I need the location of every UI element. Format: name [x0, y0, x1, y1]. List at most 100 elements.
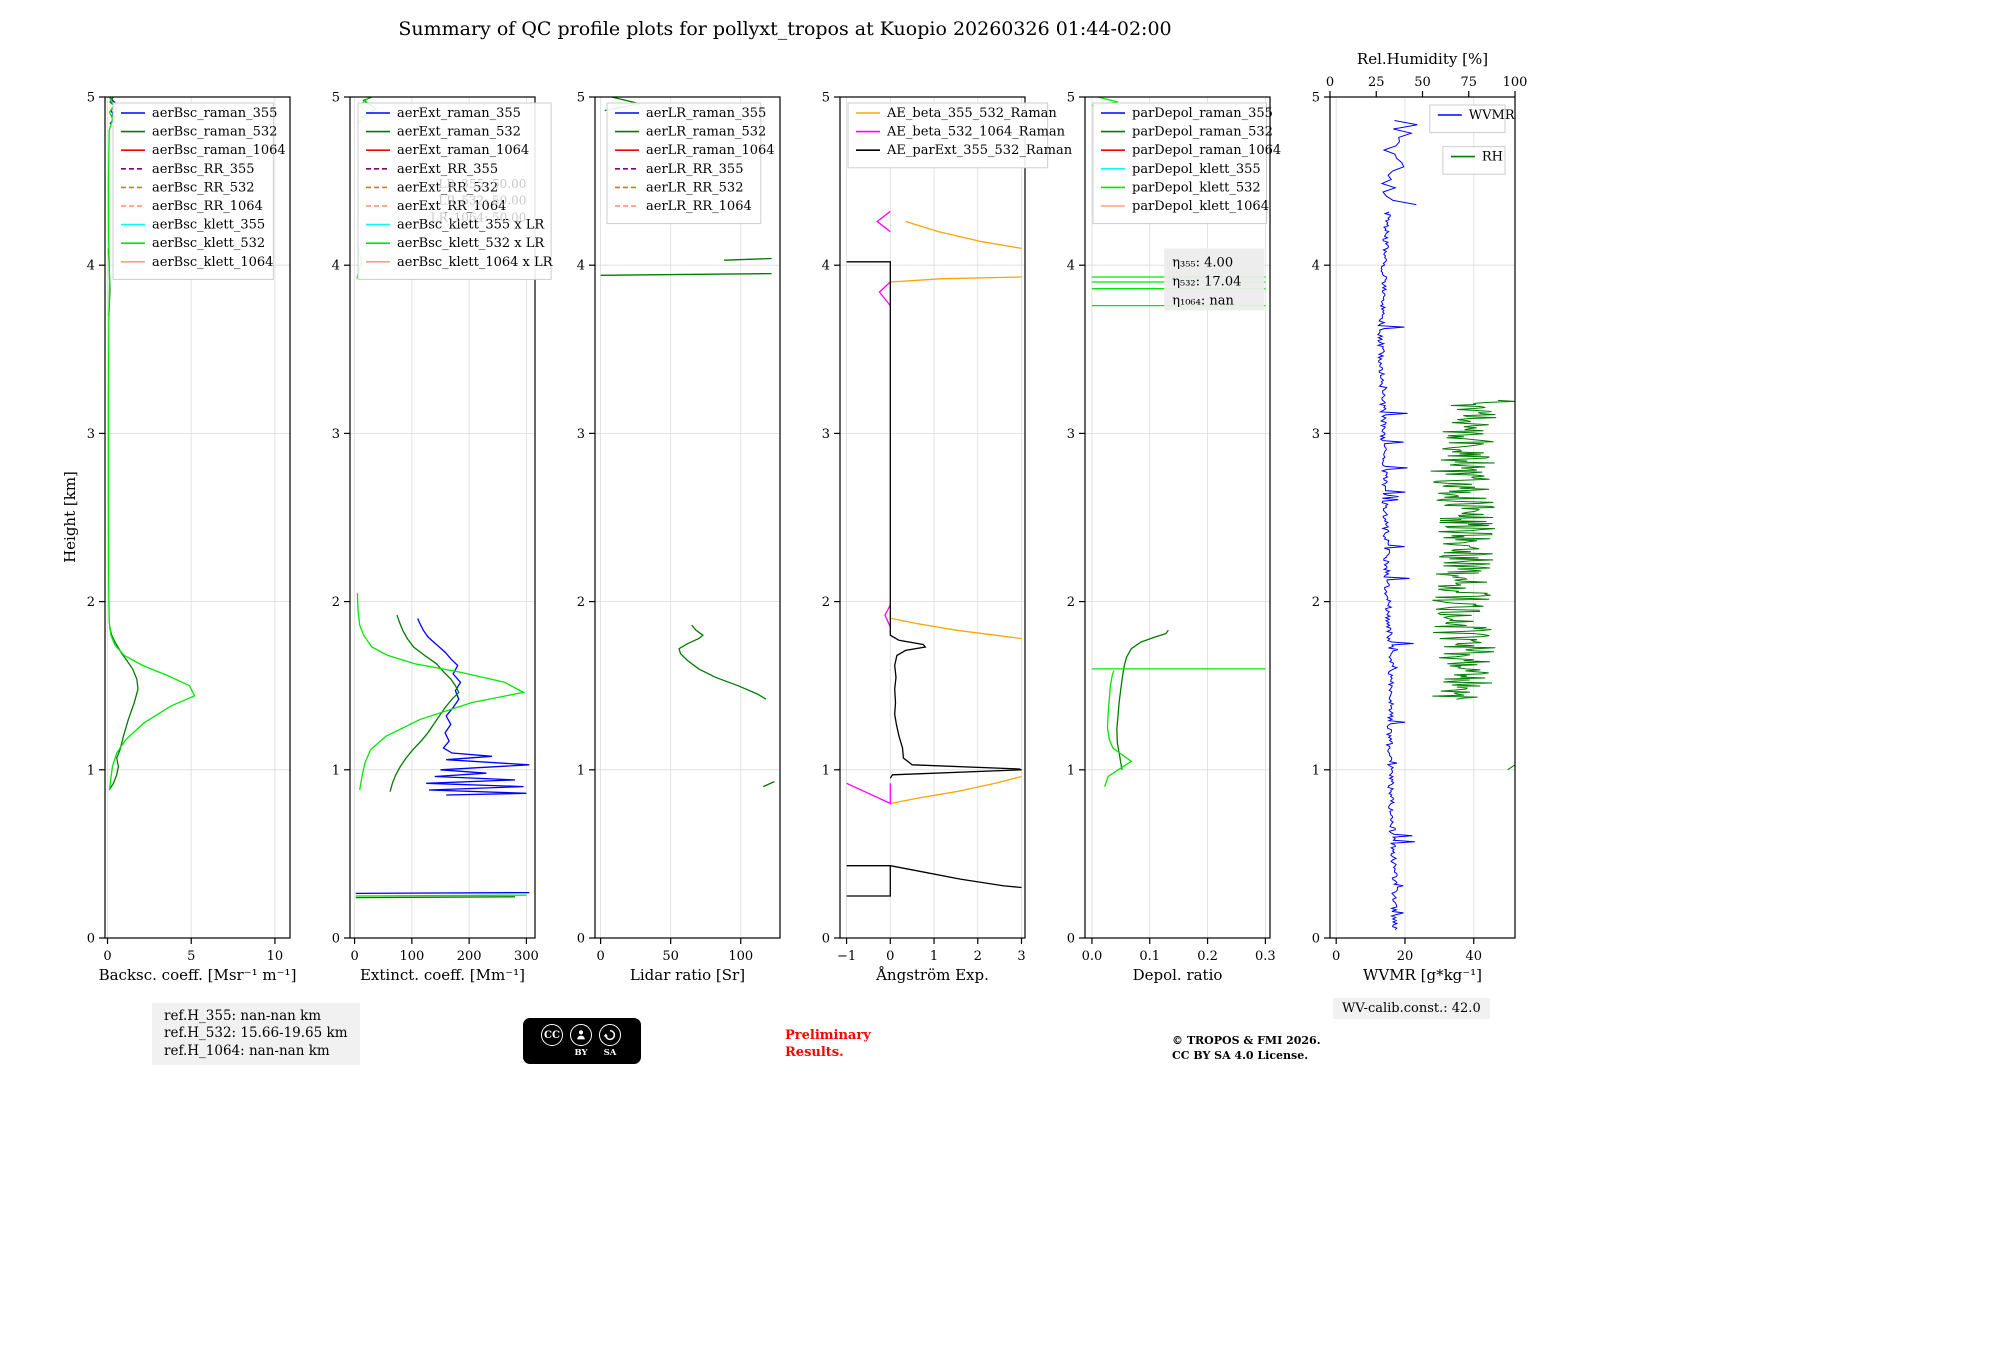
- y-tick-label: 2: [332, 595, 340, 610]
- figure-title: Summary of QC profile plots for pollyxt_…: [398, 18, 1172, 40]
- y-tick-label: 4: [577, 259, 585, 274]
- y-tick-label: 4: [822, 259, 830, 274]
- y-tick-label: 5: [822, 91, 830, 106]
- y-tick-label: 3: [577, 427, 585, 442]
- eta-annotation-line: η₃₅₅: 4.00: [1172, 255, 1233, 270]
- legend-box: [847, 102, 1049, 169]
- cc-license-badge: CC BY SA: [523, 1018, 641, 1064]
- legend-entry-label: aerBsc_RR_532: [152, 180, 255, 195]
- series-aerBsc_klett_532_x_LR: [355, 894, 527, 897]
- legend-entry-label: aerBsc_raman_1064: [152, 143, 286, 158]
- y-tick-label: 4: [1312, 259, 1320, 274]
- eta-annotation-box: [1164, 248, 1265, 311]
- y-tick-label: 0: [87, 932, 95, 947]
- x-axis-label: Extinct. coeff. [Mm⁻¹]: [360, 966, 525, 984]
- legend-box: [1092, 102, 1267, 225]
- cc-icon: CC: [541, 1024, 563, 1046]
- y-tick-label: 5: [1067, 91, 1075, 106]
- legend-entry-label: aerExt_raman_355: [397, 106, 521, 121]
- x-tick-label: 3: [1017, 949, 1025, 964]
- legend-box: [1429, 104, 1506, 134]
- series-aerExt_raman_532: [389, 614, 460, 792]
- x-tick-label: 40: [1465, 949, 1482, 964]
- panel-lidar-ratio: 0 50 100 0 1 2 3 4 5 Lidar ratio [Sr] aerLR_raman_…: [577, 91, 781, 984]
- y-tick-label: 1: [87, 763, 95, 778]
- x-tick-label: 20: [1397, 949, 1414, 964]
- series-aerLR_raman_532: [678, 624, 767, 700]
- legend-entry-label: aerBsc_klett_1064 x LR: [397, 255, 554, 270]
- panel-backscatter: 0 5 10 0 1 2 3 4 5 Backsc. coeff. [Msr⁻¹ m⁻¹] aerB…: [87, 91, 297, 985]
- y-tick-label: 5: [1312, 91, 1320, 106]
- series-AE_beta_532_1064_Raman: [878, 281, 891, 307]
- legend-entry-label: aerExt_RR_1064: [397, 199, 506, 214]
- legend-entry-label: aerExt_RR_355: [397, 162, 498, 177]
- y-tick-label: 0: [332, 932, 340, 947]
- legend-entry-label: aerLR_RR_1064: [646, 199, 752, 214]
- y-tick-label: 1: [1067, 763, 1075, 778]
- y-tick-label: 2: [822, 595, 830, 610]
- x-tick-label: 0.3: [1255, 949, 1276, 964]
- y-tick-label: 3: [332, 427, 340, 442]
- y-tick-label: 2: [1312, 595, 1320, 610]
- eta-annotation-line: η₁₀₆₄: nan: [1172, 293, 1234, 308]
- cc-icon-row: CC: [541, 1024, 641, 1046]
- legend-box: [357, 102, 552, 280]
- x-tick-label: 2: [974, 949, 982, 964]
- series-aerExt_raman_355: [417, 618, 530, 796]
- series-aerLR_raman_532: [600, 272, 772, 276]
- series-aerBsc_klett_532: [107, 96, 196, 791]
- legend-entry-label: AE_parExt_355_532_Raman: [886, 143, 1073, 158]
- legend-entry-label: aerBsc_RR_355: [152, 162, 255, 177]
- panel-extinction: 0 100 200 300 0 1 2 3 4 5 Extinct. coeff. [Mm⁻¹] ae…: [332, 91, 554, 985]
- y-tick-label: 3: [1312, 427, 1320, 442]
- cc-by-label: BY: [574, 1048, 588, 1058]
- series-aerExt_raman_355: [355, 891, 530, 895]
- y-tick-label: 5: [577, 91, 585, 106]
- legend-entry-label: parDepol_klett_532: [1132, 180, 1261, 195]
- panel-wvmr: 0 20 40 0 1 2 3 4 5 WVMR [g*kg⁻¹] 0 25 50 75 100 Rel.Hu…: [1312, 50, 1528, 984]
- ref-h-1064: ref.H_1064: nan-nan km: [164, 1042, 330, 1059]
- legend-entry-label: parDepol_raman_1064: [1132, 143, 1281, 158]
- x-tick-label: 50: [662, 949, 679, 964]
- ref-h-355: ref.H_355: nan-nan km: [164, 1008, 322, 1024]
- legend-entry-label: parDepol_klett_1064: [1132, 199, 1269, 214]
- x-axis-label: Depol. ratio: [1133, 966, 1223, 984]
- copyright-line-1: © TROPOS & FMI 2026.: [1172, 1034, 1321, 1047]
- legend-entry-label: aerBsc_raman_355: [152, 106, 277, 121]
- y-tick-label: 1: [332, 763, 340, 778]
- legend-entry-label: aerBsc_klett_355: [152, 218, 265, 233]
- series-AE_beta_355_532_Raman: [891, 617, 1022, 640]
- cc-text-row: BY SA: [570, 1048, 641, 1058]
- legend-entry-label: AE_beta_532_1064_Raman: [886, 125, 1066, 140]
- series-aerLR_raman_532: [723, 257, 772, 261]
- x-tick-label: 0: [596, 949, 604, 964]
- legend-entry-label: aerLR_raman_532: [646, 125, 766, 140]
- series-parDepol_klett_532: [1104, 670, 1133, 787]
- legend-entry-label: aerBsc_klett_532: [152, 236, 265, 251]
- x-tick-label: 100: [399, 949, 424, 964]
- series-aerLR_raman_532: [762, 781, 775, 788]
- y-tick-label: 5: [332, 91, 340, 106]
- legend-box: [606, 102, 762, 225]
- axes-frame: [839, 96, 1026, 939]
- x-tick-label: 0.2: [1197, 949, 1218, 964]
- legend-entry-label: aerBsc_klett_532 x LR: [397, 236, 545, 251]
- x-tick-label: 0.0: [1082, 949, 1103, 964]
- series-RH: [1430, 399, 1516, 700]
- y-tick-label: 3: [1067, 427, 1075, 442]
- legend-box: [1442, 146, 1506, 175]
- legend-entry-label: RH: [1482, 150, 1503, 165]
- legend-entry-label: aerBsc_klett_1064: [152, 255, 273, 270]
- x-axis-label: WVMR [g*kg⁻¹]: [1363, 966, 1482, 984]
- x-tick-label: 0: [103, 949, 111, 964]
- series-AE_parExt_355_532_Raman: [846, 865, 891, 897]
- series-AE_parExt_355_532_Raman: [846, 865, 1022, 889]
- panel-angstroem: −1 0 1 2 3 0 1 2 3 4 5 Ångström Exp. AE_beta_355_532…: [822, 91, 1073, 985]
- panel-annotation: LR_355: 50.00: [438, 177, 526, 191]
- legend-entry-label: AE_beta_355_532_Raman: [886, 106, 1057, 121]
- legend-entry-label: aerLR_RR_355: [646, 162, 743, 177]
- cc-by-person-icon: [570, 1024, 592, 1046]
- y-axis-label: Height [km]: [61, 471, 79, 563]
- x-axis-label: Ångström Exp.: [875, 966, 989, 984]
